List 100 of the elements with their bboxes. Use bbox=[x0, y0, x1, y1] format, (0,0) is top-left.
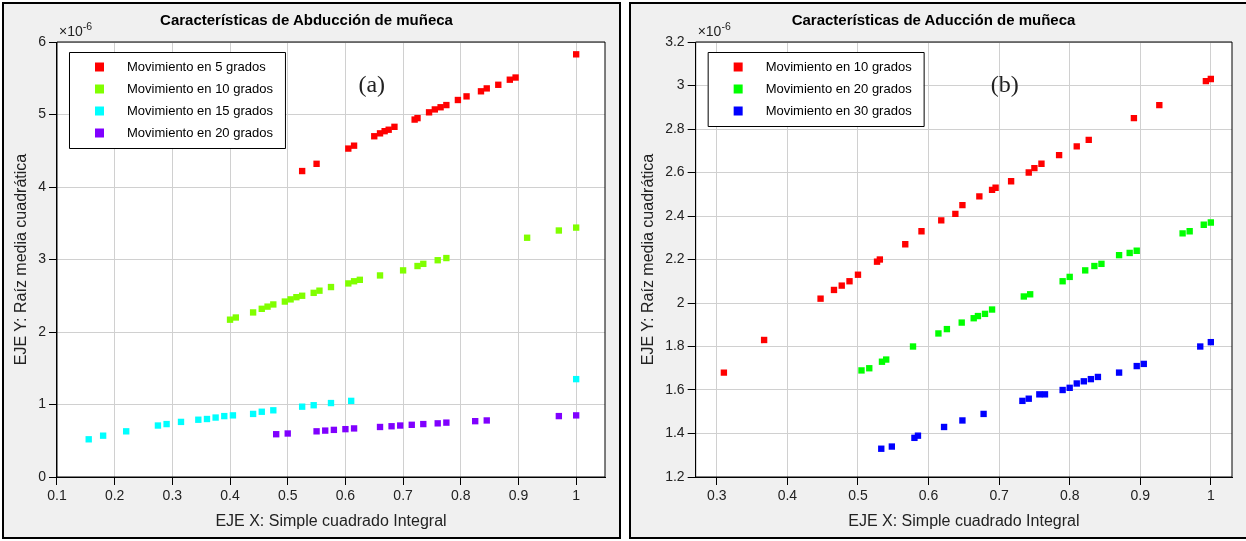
y-tick-label: 2.6 bbox=[665, 163, 685, 180]
point bbox=[1059, 386, 1066, 394]
x-tick-label: 0.5 bbox=[277, 487, 298, 504]
point bbox=[1126, 249, 1133, 257]
y-axis-title: EJE Y: Raíz media cuadrática bbox=[12, 153, 30, 366]
point bbox=[229, 412, 237, 419]
x-tick-label: 0.7 bbox=[989, 487, 1010, 504]
y-tick-label: 2 bbox=[38, 322, 47, 339]
point bbox=[345, 280, 352, 287]
point bbox=[846, 278, 853, 285]
point bbox=[909, 343, 917, 350]
x-tick-label: 0.7 bbox=[393, 487, 414, 504]
point bbox=[298, 403, 306, 410]
point bbox=[918, 228, 925, 235]
legend-label: Movimiento en 20 grados bbox=[765, 80, 913, 96]
point bbox=[123, 428, 130, 435]
point bbox=[495, 81, 502, 88]
legend-label: Movimiento en 10 grados bbox=[765, 58, 913, 74]
point bbox=[483, 85, 490, 92]
point bbox=[980, 410, 987, 418]
chart-title: Características de Abducción de muñeca bbox=[160, 11, 454, 29]
point bbox=[1098, 260, 1105, 268]
point bbox=[1082, 267, 1089, 274]
point bbox=[1207, 219, 1215, 226]
point bbox=[914, 432, 922, 439]
point bbox=[1091, 262, 1098, 270]
annotation: (b) bbox=[990, 71, 1019, 97]
point bbox=[1115, 369, 1123, 376]
point bbox=[316, 287, 323, 294]
x-tick-label: 0.6 bbox=[918, 487, 939, 504]
point bbox=[1031, 164, 1038, 172]
y-tick-label: 3 bbox=[676, 76, 685, 93]
point bbox=[443, 101, 450, 109]
point bbox=[512, 74, 519, 81]
point bbox=[414, 262, 421, 270]
point bbox=[287, 296, 294, 303]
x-tick-label: 0.3 bbox=[707, 487, 727, 504]
x-tick-label: 0.9 bbox=[1130, 487, 1151, 504]
x-axis-title: EJE X: Simple cuadrado Integral bbox=[215, 511, 447, 529]
point bbox=[443, 254, 450, 262]
point bbox=[397, 422, 404, 429]
point bbox=[1140, 360, 1147, 368]
legend-label: Movimiento en 30 grados bbox=[765, 102, 913, 118]
y-tick-label: 1.2 bbox=[665, 467, 685, 484]
y-tick-label: 2 bbox=[676, 293, 685, 310]
point bbox=[99, 432, 107, 439]
point bbox=[1073, 143, 1080, 150]
point bbox=[163, 420, 170, 428]
point bbox=[350, 142, 358, 149]
x-tick-label: 0.2 bbox=[104, 487, 125, 504]
y-tick-label: 1 bbox=[38, 395, 47, 412]
y-tick-label: 1.4 bbox=[665, 424, 685, 441]
y-tick-label: 2.2 bbox=[665, 250, 685, 267]
point bbox=[284, 430, 291, 437]
point bbox=[483, 417, 490, 424]
x-tick-label: 0.3 bbox=[162, 487, 183, 504]
legend-label: Movimiento en 5 grados bbox=[126, 58, 267, 74]
point bbox=[1026, 291, 1034, 298]
legend-label: Movimiento en 20 grados bbox=[126, 124, 274, 140]
x-axis-title: EJE X: Simple cuadrado Integral bbox=[848, 511, 1080, 529]
point bbox=[313, 160, 320, 167]
point bbox=[817, 295, 824, 302]
point bbox=[572, 224, 580, 231]
point bbox=[226, 316, 234, 323]
x-tick-label: 0.5 bbox=[848, 487, 868, 504]
point bbox=[388, 423, 395, 430]
point bbox=[322, 427, 329, 434]
point bbox=[399, 267, 407, 274]
point bbox=[1036, 391, 1043, 398]
point bbox=[938, 217, 945, 224]
point bbox=[431, 106, 439, 113]
point bbox=[1197, 343, 1204, 350]
point bbox=[385, 126, 392, 133]
point bbox=[952, 210, 959, 218]
point bbox=[313, 428, 320, 435]
point bbox=[959, 417, 966, 424]
x-tick-label: 0.9 bbox=[508, 487, 529, 504]
x-tick-label: 0.4 bbox=[220, 487, 240, 504]
point bbox=[434, 420, 441, 427]
point bbox=[345, 145, 352, 152]
point bbox=[838, 282, 845, 289]
y-tick-label: 2.8 bbox=[665, 119, 685, 136]
point bbox=[988, 306, 996, 313]
point bbox=[1038, 160, 1045, 167]
point bbox=[1041, 391, 1049, 398]
point bbox=[958, 319, 965, 326]
point bbox=[232, 314, 239, 321]
x-tick-label: 0.4 bbox=[777, 487, 798, 504]
point bbox=[443, 419, 450, 426]
point bbox=[976, 193, 983, 200]
legend-label: Movimiento en 10 grados bbox=[126, 80, 274, 96]
x-tick-label: 0.8 bbox=[1059, 487, 1080, 504]
y-tick-label: 5 bbox=[38, 105, 47, 122]
legend-label: Movimiento en 15 grados bbox=[126, 102, 274, 118]
point bbox=[572, 412, 580, 419]
point bbox=[858, 367, 865, 374]
point bbox=[264, 303, 271, 310]
y-tick-label: 4 bbox=[38, 177, 47, 194]
y-tick-label: 1.6 bbox=[665, 380, 685, 397]
x-tick-label: 1 bbox=[1206, 487, 1215, 504]
